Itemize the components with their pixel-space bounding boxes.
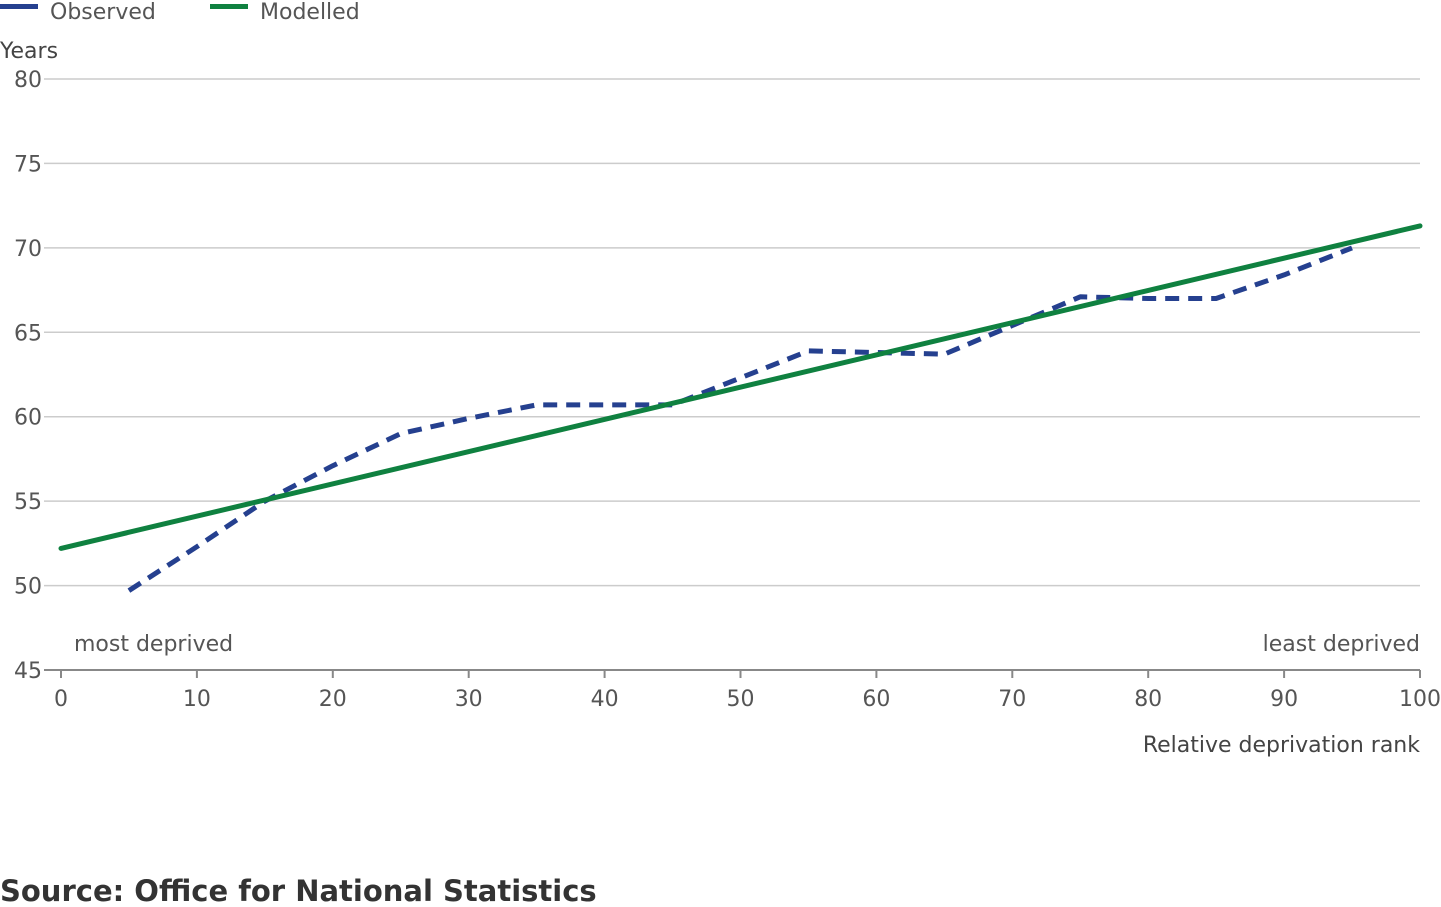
legend-swatch-observed <box>0 4 38 9</box>
y-tick-label: 75 <box>14 152 42 177</box>
y-tick-label: 55 <box>14 490 42 515</box>
annotation-least-deprived: least deprived <box>1263 632 1420 657</box>
x-tick-label: 70 <box>998 687 1026 712</box>
series-lines <box>58 223 1423 593</box>
legend-swatch-modelled <box>210 4 248 9</box>
x-tick-label: 80 <box>1134 687 1162 712</box>
x-tick-label: 0 <box>54 687 68 712</box>
x-tick-label: 100 <box>1399 687 1441 712</box>
x-tick-label: 50 <box>727 687 755 712</box>
x-axis: 0 10 20 30 40 50 60 70 80 90 100 <box>44 669 1441 712</box>
x-axis-title: Relative deprivation rank <box>1143 733 1420 758</box>
x-tick-label: 30 <box>455 687 483 712</box>
series-line-modelled <box>58 223 1423 551</box>
y-tick-label: 65 <box>14 321 42 346</box>
x-tick-label: 90 <box>1270 687 1298 712</box>
source-note: Source: Office for National Statistics <box>0 874 597 907</box>
x-tick-label: 20 <box>319 687 347 712</box>
y-tick-label: 80 <box>14 68 42 93</box>
y-axis-ticks: 45 50 55 60 65 70 75 80 <box>14 68 42 684</box>
legend-label-modelled: Modelled <box>260 0 360 25</box>
x-tick-label: 40 <box>591 687 619 712</box>
x-tick-label: 60 <box>862 687 890 712</box>
annotation-most-deprived: most deprived <box>74 632 233 657</box>
y-axis-title: Years <box>0 39 58 64</box>
series-line-observed <box>127 245 1353 593</box>
line-chart: Observed Modelled Years 4550556065707580 … <box>0 0 1441 758</box>
y-tick-label: 60 <box>14 406 42 431</box>
gridlines <box>44 78 1420 587</box>
y-tick-label: 70 <box>14 237 42 262</box>
y-tick-label: 50 <box>14 575 42 600</box>
x-tick-label: 10 <box>183 687 211 712</box>
y-tick-label: 45 <box>14 659 42 684</box>
legend: Observed Modelled <box>0 0 360 25</box>
legend-label-observed: Observed <box>50 0 156 25</box>
